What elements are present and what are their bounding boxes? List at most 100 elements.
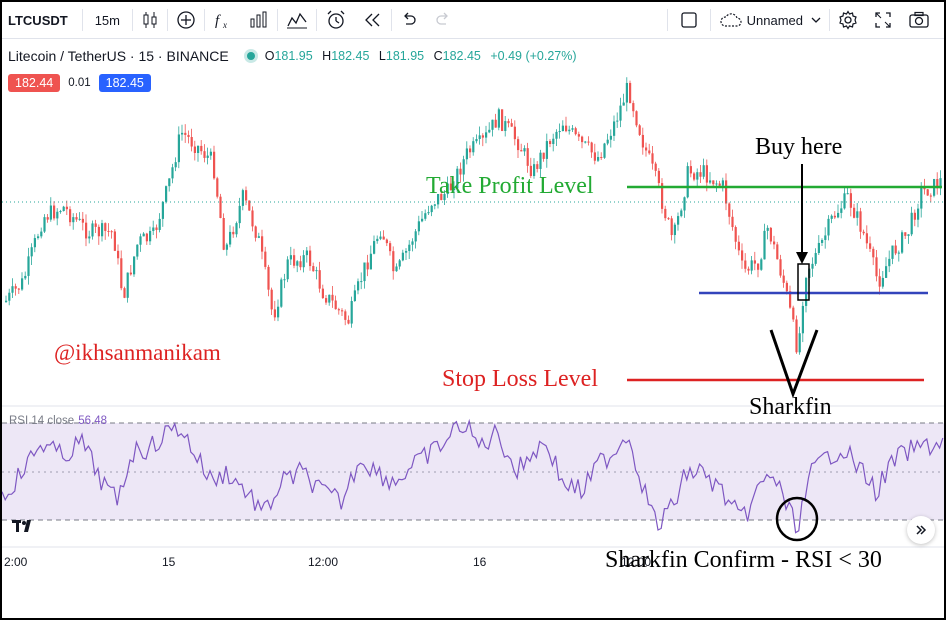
chevron-down-icon — [811, 17, 821, 23]
candle-body — [200, 145, 203, 152]
sell-price-button[interactable]: 182.44 — [8, 74, 61, 92]
candle-body — [126, 272, 129, 298]
symbol-search[interactable]: LTCUSDT — [8, 12, 68, 28]
candle-body — [821, 239, 824, 243]
rsi-legend[interactable]: RSI 14 close 56.48 — [9, 415, 107, 427]
double-chevron-right-icon — [916, 525, 927, 535]
candle-body — [517, 139, 520, 151]
time-label-1: 15 — [162, 555, 176, 569]
candle-body — [379, 236, 382, 239]
layout-name-button[interactable]: Unnamed — [711, 2, 829, 38]
scroll-to-realtime-button[interactable] — [907, 516, 935, 544]
compare-button[interactable] — [168, 2, 204, 38]
candle-body — [846, 193, 849, 195]
replay-button[interactable] — [355, 2, 391, 38]
cloud-icon — [720, 13, 742, 27]
candle-body — [859, 211, 862, 232]
candle-body — [321, 288, 324, 299]
candle-body — [264, 251, 267, 267]
candle-body — [635, 111, 638, 126]
settings-button[interactable] — [830, 2, 866, 38]
gear-icon — [839, 10, 857, 30]
financials-button[interactable] — [241, 2, 277, 38]
candle-body — [702, 165, 705, 177]
candle-body — [795, 319, 798, 353]
candle-body — [763, 230, 766, 260]
candle-body — [299, 261, 302, 268]
candle-body — [853, 207, 856, 218]
candle-body — [213, 151, 216, 179]
tradingview-logo-icon[interactable] — [11, 515, 37, 537]
open-value: 181.95 — [274, 49, 313, 63]
candle-body — [661, 183, 664, 209]
candle-body — [347, 319, 350, 324]
candle-body — [421, 218, 424, 222]
redo-button[interactable] — [426, 2, 460, 38]
candle-body — [616, 120, 619, 122]
candle-body — [222, 217, 225, 250]
candle-body — [257, 236, 260, 238]
candle-body — [894, 245, 897, 254]
candle-body — [939, 178, 942, 189]
candle-body — [782, 275, 785, 283]
candle-body — [462, 159, 465, 175]
candle-body — [741, 250, 744, 261]
candle-body — [315, 270, 318, 272]
candle-body — [536, 164, 539, 169]
candle-body — [709, 180, 712, 183]
candle-body — [408, 244, 411, 251]
candle-body — [622, 102, 625, 106]
candle-body — [337, 309, 340, 311]
candle-body — [817, 242, 820, 253]
candle-body — [85, 222, 88, 239]
candle-body — [689, 166, 692, 174]
candle-body — [110, 231, 113, 233]
candle-body — [181, 132, 184, 135]
candle-body — [753, 260, 756, 264]
candle-body — [366, 262, 369, 270]
interval-button[interactable]: 15m — [94, 12, 120, 28]
svg-text:x: x — [222, 20, 227, 30]
candle-body — [523, 148, 526, 152]
alert-button[interactable] — [317, 2, 355, 38]
candle-body — [529, 165, 532, 177]
candle-body — [731, 216, 734, 228]
candle-body — [565, 125, 568, 132]
candle-body — [69, 209, 72, 223]
symbol-title[interactable]: Litecoin / TetherUS · 15 · BINANCE — [8, 48, 229, 64]
buy-price-button[interactable]: 182.45 — [98, 74, 151, 92]
candle-body — [776, 244, 779, 260]
candle-body — [65, 206, 68, 210]
candle-body — [251, 210, 254, 227]
candle-body — [485, 132, 488, 138]
candle-body — [72, 217, 75, 223]
candle-body — [613, 121, 616, 136]
select-layout-button[interactable] — [668, 2, 710, 38]
square-icon — [680, 12, 697, 28]
candle-body — [94, 223, 97, 227]
templates-button[interactable] — [278, 2, 316, 38]
candle-body — [209, 151, 212, 156]
candle-body — [590, 142, 593, 153]
high-value: 182.45 — [331, 49, 370, 63]
candle-body — [168, 178, 171, 187]
candle-body — [926, 189, 929, 196]
candle-body — [558, 131, 561, 133]
candle-body — [680, 210, 683, 217]
candle-body — [929, 195, 932, 197]
candle-body — [43, 217, 46, 232]
layout-name: Unnamed — [746, 12, 803, 28]
candle-body — [245, 190, 248, 201]
time-label-4: 12:00 — [621, 555, 651, 569]
undo-button[interactable] — [392, 2, 426, 38]
candle-body — [411, 241, 414, 245]
candle-body — [910, 212, 913, 235]
fullscreen-button[interactable] — [866, 2, 900, 38]
snapshot-button[interactable] — [900, 2, 944, 38]
chart-type-button[interactable] — [133, 2, 167, 38]
candle-body — [49, 205, 52, 220]
candle-body — [363, 262, 366, 282]
